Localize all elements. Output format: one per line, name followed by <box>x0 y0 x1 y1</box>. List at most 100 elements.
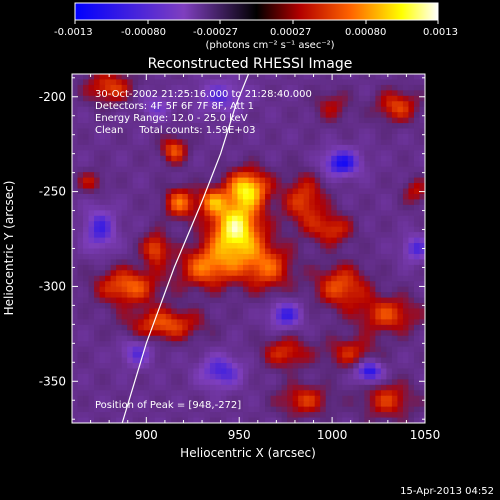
heatmap-cell <box>105 319 112 326</box>
heatmap-cell <box>209 281 217 288</box>
heatmap-cell <box>314 368 321 375</box>
heatmap-cell <box>83 264 90 271</box>
heatmap-cell <box>193 101 200 108</box>
heatmap-cell <box>127 384 134 391</box>
heatmap-cell <box>336 226 343 233</box>
heatmap-cell <box>375 406 382 413</box>
heatmap-cell <box>276 161 283 168</box>
heatmap-cell <box>187 412 194 419</box>
heatmap-cell <box>314 395 321 402</box>
heatmap-cell <box>292 90 299 97</box>
heatmap-cell <box>248 330 255 337</box>
heatmap-cell <box>364 313 371 320</box>
heatmap-cell <box>287 139 294 146</box>
heatmap-cell <box>193 128 200 135</box>
heatmap-cell <box>220 204 228 211</box>
heatmap-cell <box>176 123 183 130</box>
heatmap-cell <box>209 221 217 228</box>
heatmap-cell <box>298 275 305 282</box>
heatmap-cell <box>171 74 178 81</box>
heatmap-cell <box>419 303 425 310</box>
heatmap-cell <box>215 412 222 419</box>
heatmap-cell <box>292 352 299 359</box>
heatmap-cell <box>336 221 343 228</box>
heatmap-cell <box>160 79 167 86</box>
heatmap-cell <box>391 112 399 119</box>
heatmap-cell <box>303 210 310 217</box>
heatmap-cell <box>138 123 145 130</box>
heatmap-cell <box>347 368 354 375</box>
heatmap-cell <box>314 101 321 108</box>
heatmap-cell <box>226 204 233 211</box>
heatmap-cell <box>94 128 101 135</box>
heatmap-cell <box>265 128 272 135</box>
heatmap-cell <box>358 341 365 348</box>
heatmap-cell <box>287 226 294 233</box>
heatmap-cell <box>160 395 167 402</box>
heatmap-cell <box>209 139 217 146</box>
heatmap-cell <box>182 319 189 326</box>
heatmap-cell <box>198 379 205 386</box>
heatmap-cell <box>231 330 239 337</box>
heatmap-cell <box>292 101 299 108</box>
heatmap-cell <box>386 297 393 304</box>
heatmap-cell <box>165 313 172 320</box>
heatmap-cell <box>149 74 156 81</box>
heatmap-cell <box>292 275 299 282</box>
heatmap-cell <box>149 292 156 299</box>
heatmap-cell <box>270 286 277 293</box>
heatmap-cell <box>226 292 233 299</box>
heatmap-cell <box>386 352 393 359</box>
heatmap-cell <box>303 84 310 91</box>
heatmap-cell <box>132 221 139 228</box>
heatmap-cell <box>364 412 371 419</box>
heatmap-cell <box>242 264 250 271</box>
heatmap-cell <box>364 183 371 190</box>
heatmap-cell <box>259 183 266 190</box>
heatmap-cell <box>413 161 421 168</box>
heatmap-cell <box>182 215 189 222</box>
heatmap-cell <box>320 253 327 260</box>
heatmap-cell <box>110 210 117 217</box>
heatmap-cell <box>99 390 106 397</box>
heatmap-cell <box>281 166 288 173</box>
heatmap-cell <box>342 123 349 130</box>
heatmap-cell <box>198 237 205 244</box>
heatmap-cell <box>143 373 150 380</box>
heatmap-cell <box>298 112 305 119</box>
heatmap-cell <box>105 237 112 244</box>
heatmap-cell <box>149 144 156 151</box>
heatmap-cell <box>176 352 183 359</box>
heatmap-cell <box>358 363 365 370</box>
heatmap-cell <box>320 188 327 195</box>
heatmap-cell <box>303 150 310 157</box>
heatmap-cell <box>391 401 399 408</box>
heatmap-cell <box>226 401 233 408</box>
heatmap-cell <box>105 297 112 304</box>
heatmap-cell <box>292 117 299 124</box>
heatmap-cell <box>254 275 261 282</box>
heatmap-cell <box>72 128 79 135</box>
heatmap-cell <box>353 270 360 277</box>
heatmap-cell <box>121 384 128 391</box>
heatmap-cell <box>303 357 310 364</box>
heatmap-cell <box>231 215 239 222</box>
heatmap-cell <box>342 313 349 320</box>
heatmap-cell <box>99 379 106 386</box>
heatmap-cell <box>303 259 310 266</box>
heatmap-cell <box>193 379 200 386</box>
heatmap-cell <box>336 319 343 326</box>
heatmap-cell <box>386 139 393 146</box>
heatmap-cell <box>182 412 189 419</box>
heatmap-cell <box>220 123 228 130</box>
heatmap-cell <box>386 292 393 299</box>
heatmap-cell <box>83 313 90 320</box>
heatmap-cell <box>298 243 305 250</box>
heatmap-cell <box>325 297 332 304</box>
heatmap-cell <box>347 373 354 380</box>
heatmap-cell <box>94 341 101 348</box>
heatmap-cell <box>342 90 349 97</box>
heatmap-cell <box>369 292 376 299</box>
heatmap-cell <box>242 128 250 135</box>
heatmap-cell <box>99 368 106 375</box>
